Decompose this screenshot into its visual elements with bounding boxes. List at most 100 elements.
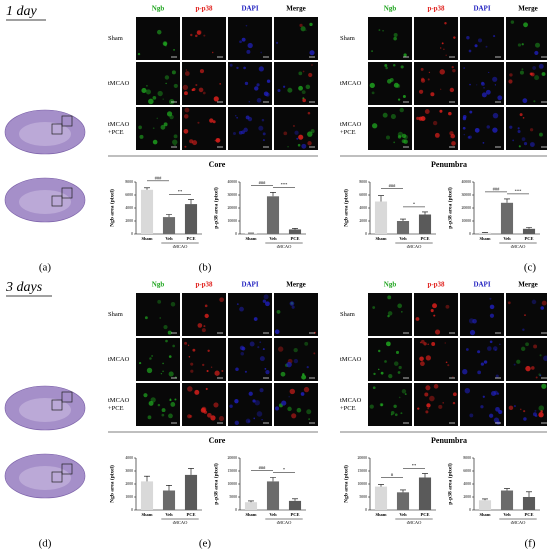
- micrograph-signal: [517, 130, 521, 134]
- micrograph-signal: [439, 69, 445, 75]
- micrograph-signal: [287, 406, 292, 412]
- micrograph-signal: [294, 130, 299, 135]
- significance-mark: *: [413, 201, 416, 206]
- micrograph-signal: [541, 300, 547, 306]
- micrograph-signal: [385, 341, 391, 347]
- y-tick-label: 6000: [125, 193, 133, 197]
- micrograph-signal: [540, 410, 543, 413]
- micrograph-signal: [307, 131, 313, 137]
- significance-mark: #: [391, 472, 394, 477]
- micrograph-signal: [172, 344, 175, 348]
- micrograph-signal: [174, 376, 177, 379]
- row-label: tMCAO: [340, 397, 362, 404]
- micrograph-signal: [194, 389, 200, 395]
- micrograph-signal: [168, 413, 173, 419]
- micrograph-signal: [236, 116, 238, 119]
- micrograph-signal: [173, 134, 178, 139]
- y-tick-label: 8000: [463, 456, 471, 460]
- micrograph-signal: [156, 29, 162, 35]
- micrograph-signal: [393, 404, 397, 408]
- panel-label: (a): [39, 262, 52, 274]
- micrograph-signal: [218, 416, 225, 422]
- micrograph-signal: [243, 127, 248, 133]
- micrograph-signal: [429, 395, 435, 402]
- micrograph-signal: [229, 404, 233, 408]
- micrograph-signal: [373, 372, 376, 376]
- error-bar: [166, 485, 172, 491]
- x-tick-label: Veh: [503, 512, 511, 517]
- row-label: +PCE: [340, 405, 356, 412]
- micrograph-signal: [165, 82, 167, 85]
- micrograph-signal: [516, 359, 521, 364]
- micrograph-signal: [438, 404, 443, 409]
- micrograph-signal: [508, 79, 513, 84]
- micrograph-signal: [190, 362, 194, 366]
- micrograph-signal: [299, 23, 303, 27]
- micrograph-signal: [377, 368, 380, 371]
- x-tick-label: PCE: [421, 512, 430, 517]
- micrograph-signal: [529, 128, 534, 132]
- micrograph-signal: [510, 20, 515, 24]
- y-tick-label: 6000: [463, 469, 471, 473]
- micrograph-signal: [495, 406, 500, 412]
- micrograph-signal: [480, 362, 484, 366]
- micrograph-signal: [308, 72, 313, 78]
- micrograph-signal: [494, 84, 496, 86]
- micrograph-signal: [402, 95, 406, 99]
- micrograph-signal: [472, 318, 477, 324]
- micrograph-signal: [234, 398, 239, 404]
- micrograph-signal: [306, 409, 312, 415]
- micrograph-signal: [519, 113, 523, 117]
- y-tick-label: 8000: [359, 180, 367, 184]
- micrograph-signal: [477, 38, 483, 43]
- micrograph: [460, 338, 504, 381]
- micrograph-signal: [492, 76, 498, 82]
- panel-label: (e): [199, 538, 212, 550]
- bar: [288, 500, 302, 510]
- group-label: tMCAO: [277, 520, 293, 525]
- micrograph-signal: [195, 83, 198, 87]
- micrograph-signal: [265, 92, 270, 97]
- micrograph-signal: [385, 135, 391, 140]
- micrograph-signal: [280, 371, 286, 377]
- micrograph-signal: [467, 136, 471, 139]
- micrograph-signal: [265, 370, 270, 375]
- micrograph-signal: [388, 344, 391, 346]
- micrograph-signal: [252, 399, 256, 403]
- micrograph-signal: [493, 417, 500, 423]
- micrograph-signal: [477, 370, 481, 375]
- group-label: tMCAO: [173, 520, 189, 525]
- y-axis-label: p-p38 area (pixel): [212, 187, 219, 229]
- roi-box: [51, 471, 63, 483]
- micrograph-signal: [466, 35, 470, 40]
- micrograph-signal: [433, 384, 439, 389]
- micrograph-signal: [286, 361, 292, 368]
- micrograph-signal: [174, 144, 176, 147]
- micrograph-signal: [173, 49, 175, 51]
- bar: [396, 221, 410, 234]
- bar: [162, 490, 176, 510]
- micrograph-signal: [450, 133, 456, 139]
- row-label: +PCE: [108, 129, 124, 136]
- micrograph-signal: [254, 400, 260, 406]
- micrograph-signal: [518, 145, 521, 148]
- micrograph-signal: [433, 314, 436, 317]
- x-tick-label: Veh: [269, 512, 277, 517]
- micrograph-signal: [452, 68, 456, 73]
- micrograph-signal: [468, 135, 472, 139]
- micrograph-signal: [523, 142, 528, 146]
- micrograph: [182, 107, 226, 150]
- micrograph-signal: [534, 75, 540, 81]
- micrograph-signal: [464, 387, 471, 394]
- micrograph-signal: [139, 134, 144, 139]
- bar: [522, 228, 536, 234]
- column-header: Ngb: [384, 281, 397, 289]
- micrograph-signal: [148, 400, 154, 406]
- micrograph-signal: [262, 299, 267, 303]
- micrograph-signal: [162, 362, 164, 365]
- micrograph-signal: [489, 413, 494, 418]
- row-label: tMCAO: [108, 80, 130, 87]
- micrograph-signal: [378, 29, 381, 31]
- bar: [184, 474, 198, 510]
- micrograph-signal: [144, 316, 148, 320]
